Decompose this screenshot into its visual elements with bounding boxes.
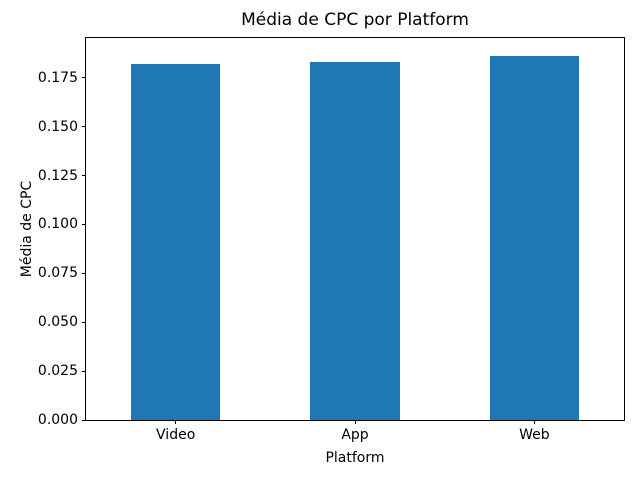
- y-tick-label: 0.050: [37, 314, 78, 331]
- y-tick-label: 0.025: [37, 363, 78, 380]
- bar-video: [130, 64, 221, 420]
- y-tick-mark: [82, 419, 86, 421]
- y-tick-mark: [82, 126, 86, 128]
- x-tick-label-web: Web: [519, 427, 550, 443]
- y-tick-label: 0.150: [37, 118, 78, 135]
- y-tick-label: 0.000: [37, 412, 78, 428]
- y-tick-label: 0.125: [37, 167, 78, 184]
- x-tick-label-video: Video: [156, 427, 196, 443]
- y-tick-mark: [82, 175, 86, 176]
- bar-app: [310, 62, 400, 420]
- y-tick-label: 0.075: [37, 265, 78, 282]
- chart-title: Média de CPC por Platform: [241, 10, 469, 30]
- x-axis-label: Platform: [325, 450, 385, 466]
- y-tick-mark: [82, 77, 86, 79]
- y-axis-label: Média de CPC: [19, 180, 35, 278]
- y-tick-mark: [82, 223, 86, 225]
- y-tick-mark: [82, 370, 86, 372]
- y-tick-mark: [82, 321, 86, 323]
- x-tick-mark: [175, 420, 177, 424]
- bar-web: [489, 56, 580, 420]
- y-tick-mark: [82, 272, 86, 274]
- x-tick-mark: [533, 420, 535, 424]
- y-tick-label: 0.100: [37, 216, 78, 233]
- x-tick-label-app: App: [341, 427, 369, 443]
- plot-area: 0.000 0.025 0.050 0.075 0.100 0.125 0.150 0.175…: [38, 37, 625, 442]
- y-tick-label: 0.175: [37, 69, 78, 86]
- x-tick-mark: [354, 420, 356, 424]
